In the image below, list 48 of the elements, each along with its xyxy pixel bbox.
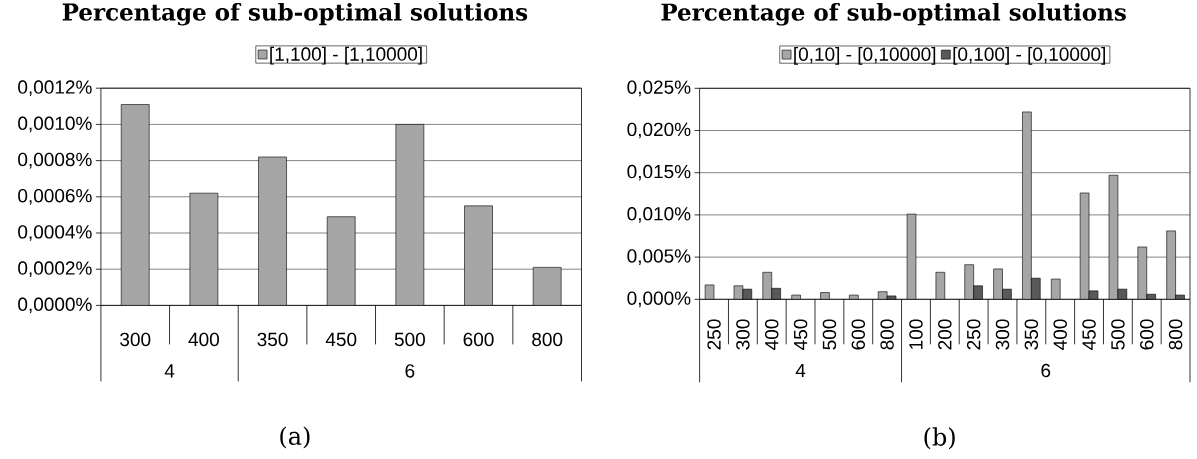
x-tick-label: 300 — [736, 319, 750, 350]
x-tick-label: 250 — [707, 319, 721, 350]
legend-label: [1,100] - [1,10000] — [270, 46, 422, 65]
x-tick-label: 250 — [966, 319, 981, 350]
x-tick-label: 300 — [120, 332, 151, 347]
x-tick-label: 450 — [793, 319, 808, 350]
y-tick-label: 0,010% — [627, 207, 691, 223]
x-tick-label: 450 — [325, 332, 357, 347]
x-tick-label: 800 — [880, 319, 894, 350]
text: 4 — [795, 363, 806, 378]
x-tick-label: 600 — [463, 332, 494, 347]
x-tick-label: 600 — [1140, 319, 1154, 350]
text: (a) — [280, 426, 310, 449]
text: (b) — [924, 427, 955, 450]
legend-label: [0,100] - [0,10000] — [953, 46, 1105, 65]
x-tick-label: 200 — [938, 319, 952, 350]
x-tick-label: 450 — [1082, 319, 1096, 350]
chart-title: Percentage of sub-optimal solutions — [62, 2, 528, 26]
y-tick-label: 0,0004% — [18, 225, 92, 241]
y-tick-label: 0,020% — [627, 122, 691, 139]
x-tick-label: 400 — [1053, 319, 1067, 350]
x-tick-label: 500 — [394, 332, 425, 347]
y-tick-label: 0,0010% — [18, 116, 92, 133]
y-tick-label: 0,015% — [627, 164, 691, 181]
x-tick-label: 600 — [851, 319, 865, 350]
y-tick-label: 0,025% — [627, 80, 691, 97]
y-tick-label: 0,000% — [627, 291, 691, 308]
x-tick-label: 350 — [257, 332, 288, 347]
text: 4 — [164, 364, 175, 378]
text: 6 — [1041, 363, 1051, 378]
x-tick-label: 350 — [1024, 319, 1039, 350]
x-tick-label: 400 — [188, 332, 219, 347]
y-tick-label: 0,005% — [627, 249, 691, 265]
x-tick-label: 100 — [909, 319, 923, 349]
x-tick-label: 400 — [765, 319, 779, 350]
y-tick-label: 0,0002% — [18, 261, 92, 278]
legend-label: [0,10] - [0,10000] — [794, 46, 936, 65]
y-tick-label: 0,0012% — [18, 80, 92, 97]
x-tick-label: 500 — [822, 319, 837, 350]
text: 6 — [405, 364, 415, 378]
x-tick-label: 500 — [1111, 319, 1125, 350]
x-tick-label: 300 — [995, 319, 1010, 350]
y-tick-label: 0,0000% — [18, 297, 92, 314]
y-tick-label: 0,0006% — [18, 188, 92, 205]
x-tick-label: 800 — [532, 332, 563, 347]
y-tick-label: 0,0008% — [18, 152, 92, 169]
x-tick-label: 800 — [1168, 319, 1183, 350]
chart-title: Percentage of sub-optimal solutions — [661, 3, 1126, 26]
